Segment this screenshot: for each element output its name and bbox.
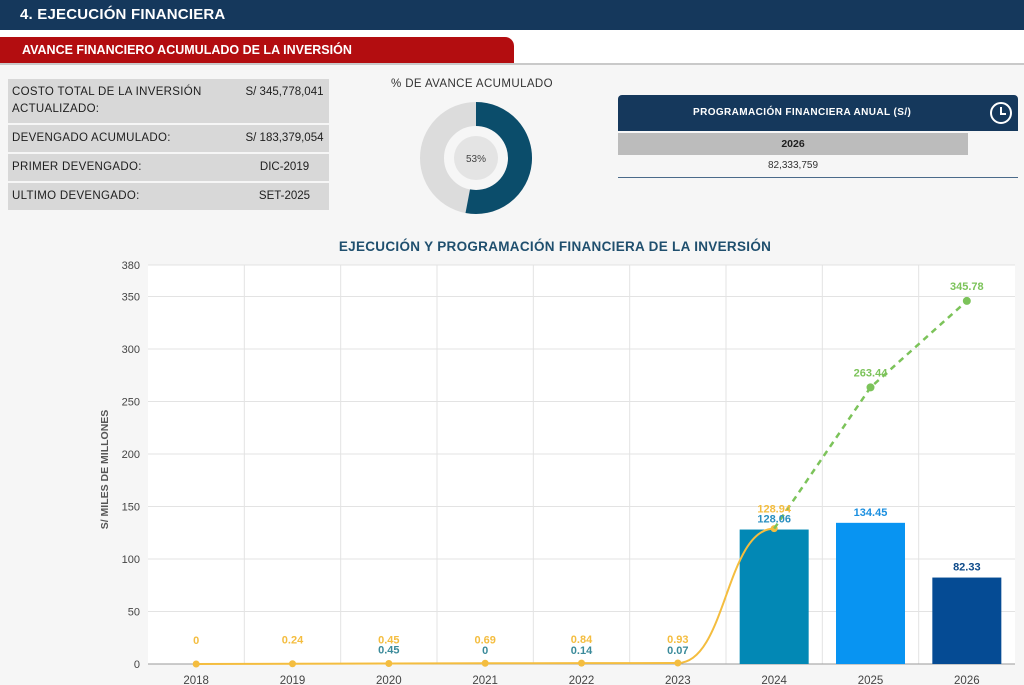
y-tick-label: 380 (122, 260, 140, 272)
bar (932, 577, 1002, 664)
y-tick-label: 200 (122, 449, 140, 461)
series-point (866, 383, 875, 392)
data-label: 128.94 (757, 504, 792, 516)
x-tick-label: 2026 (954, 675, 980, 685)
progress-title: % DE AVANCE ACUMULADO (391, 78, 553, 90)
section-header: 4. EJECUCIÓN FINANCIERA (0, 0, 1024, 30)
summary-label: COSTO TOTAL DE LA INVERSIÓN ACTUALIZADO: (12, 86, 202, 115)
data-label: 345.78 (950, 281, 984, 293)
x-tick-label: 2021 (472, 675, 498, 685)
summary-value: SET-2025 (258, 190, 311, 202)
series-point (578, 659, 585, 667)
data-label: 0.24 (282, 635, 304, 647)
y-axis-label: S/ MILES DE MILLONES (99, 410, 111, 530)
y-tick-label: 100 (122, 554, 140, 566)
donut-percent-label: 53% (466, 154, 486, 165)
x-tick-label: 2020 (376, 675, 402, 685)
annual-divider (618, 177, 1018, 178)
summary-value: S/ 183,379,054 (245, 132, 324, 144)
annual-header: PROGRAMACIÓN FINANCIERA ANUAL (S/) (618, 95, 1018, 131)
bar (739, 529, 809, 664)
summary-table: COSTO TOTAL DE LA INVERSIÓN ACTUALIZADO:… (8, 79, 329, 212)
x-tick-label: 2023 (665, 675, 691, 685)
data-label: 0 (482, 645, 488, 657)
x-tick-label: 2019 (280, 675, 306, 685)
summary-label: DEVENGADO ACUMULADO: (12, 132, 171, 144)
y-tick-label: 0 (134, 659, 140, 671)
data-label: 0.69 (474, 634, 495, 646)
data-label: 82.33 (953, 562, 981, 574)
series-point (385, 660, 393, 668)
annual-value: 82,333,759 (767, 160, 819, 171)
data-label: 128.06 (757, 514, 791, 526)
chart-title: EJECUCIÓN Y PROGRAMACIÓN FINANCIERA DE L… (338, 239, 772, 254)
progress-donut: 53% (420, 102, 532, 214)
y-tick-label: 150 (122, 502, 140, 514)
data-label: 263.44 (854, 367, 889, 379)
clock-icon[interactable] (990, 102, 1012, 124)
data-label: 0.84 (571, 634, 593, 646)
tab-divider (0, 63, 1024, 65)
donut-center (454, 136, 498, 180)
financial-chart: 0 50 100 150 200 250 300 350 380 2018 2019 2020 2021… (99, 260, 1015, 685)
bar (836, 522, 905, 664)
annual-title: PROGRAMACIÓN FINANCIERA ANUAL (S/) (693, 107, 912, 118)
annual-programming-card: PROGRAMACIÓN FINANCIERA ANUAL (S/) 2026 … (618, 95, 1018, 178)
x-tick-label: 2018 (183, 675, 209, 685)
tab-avance-financiero[interactable]: AVANCE FINANCIERO ACUMULADO DE LA INVERS… (0, 37, 514, 64)
series-point (289, 660, 296, 668)
series-point (192, 660, 200, 668)
data-label: 0 (193, 635, 199, 647)
summary-row-devengado: DEVENGADO ACUMULADO: S/ 183,379,054 (8, 125, 329, 152)
summary-value: DIC-2019 (259, 161, 310, 173)
y-tick-label: 300 (122, 344, 140, 356)
series-point (962, 296, 971, 305)
summary-value: S/ 345,778,041 (245, 86, 324, 98)
donut-fill (465, 102, 532, 214)
y-tick-label: 50 (128, 607, 140, 619)
summary-label: ULTIMO DEVENGADO: (12, 190, 140, 202)
data-label: 0.45 (378, 635, 399, 647)
summary-row-primer-devengado: PRIMER DEVENGADO: DIC-2019 (8, 154, 329, 181)
data-label: 0.07 (667, 645, 688, 657)
series-point (481, 659, 489, 667)
x-tick-label: 2022 (569, 675, 595, 685)
summary-row-costo-total: COSTO TOTAL DE LA INVERSIÓN ACTUALIZADO:… (8, 79, 329, 123)
data-label: 0.45 (378, 645, 399, 657)
y-tick-label: 250 (122, 397, 140, 409)
series-point (674, 659, 682, 667)
summary-label: PRIMER DEVENGADO: (12, 161, 142, 173)
annual-year: 2026 (618, 133, 968, 155)
data-label: 134.45 (854, 507, 888, 519)
summary-row-ultimo-devengado: ULTIMO DEVENGADO: SET-2025 (8, 183, 329, 210)
x-tick-label: 2025 (858, 675, 884, 685)
data-label: 0.14 (571, 645, 593, 657)
data-label: 0.93 (667, 634, 688, 646)
y-tick-label: 350 (122, 292, 140, 304)
x-tick-label: 2024 (761, 675, 787, 685)
